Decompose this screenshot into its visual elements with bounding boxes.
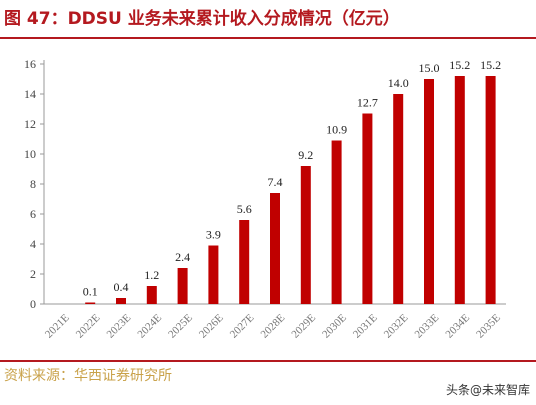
title-divider: [0, 37, 536, 39]
bar-2026E: [208, 245, 219, 304]
figure-title: 图 47：DDSU 业务未来累计收入分成情况（亿元）: [4, 9, 400, 29]
x-tick-label: 2022E: [74, 312, 103, 341]
x-tick-label: 2026E: [197, 312, 226, 341]
y-tick-label: 0: [30, 297, 36, 311]
y-tick-label: 8: [30, 177, 36, 191]
bar-2029E: [300, 166, 311, 304]
data-label-2030E: 10.9: [326, 123, 347, 137]
x-tick-label: 2035E: [474, 312, 503, 341]
data-label-2032E: 14.0: [388, 76, 409, 90]
x-tick-label: 2024E: [135, 312, 164, 341]
x-tick-label: 2032E: [382, 312, 411, 341]
y-tick-label: 16: [24, 57, 36, 71]
watermark-text: 头条@未来智库: [445, 383, 530, 397]
data-label-2031E: 12.7: [357, 96, 378, 110]
x-tick-label: 2030E: [320, 312, 349, 341]
y-tick-label: 12: [24, 117, 36, 131]
bar-2024E: [146, 286, 157, 304]
bar-2028E: [270, 193, 280, 304]
y-tick-label: 14: [24, 87, 36, 101]
y-tick-label: 4: [30, 237, 36, 251]
bar-2030E: [331, 140, 342, 304]
data-label-2022E: 0.1: [83, 285, 98, 299]
chart-area: 0 2 4 6 8 10 12 14 16 2021E 0.1 2022E 0.4 2023E 1.2 202…: [0, 40, 536, 358]
x-tick-label: 2031E: [351, 312, 380, 341]
x-tick-label: 2034E: [443, 312, 472, 341]
bar-2022E: [85, 302, 96, 304]
x-tick-label: 2021E: [43, 312, 72, 341]
bar-2027E: [239, 220, 250, 304]
bar-2025E: [177, 268, 188, 304]
bar-2023E: [116, 298, 126, 304]
x-tick-label: 2028E: [259, 312, 288, 341]
x-tick-label: 2023E: [105, 312, 134, 341]
bar-2032E: [393, 94, 404, 304]
bar-2035E: [485, 76, 496, 304]
revenue-bar-chart: 0 2 4 6 8 10 12 14 16 2021E 0.1 2022E 0.4 2023E 1.2 202…: [24, 57, 506, 341]
data-label-2029E: 9.2: [298, 148, 313, 162]
x-tick-label: 2033E: [413, 312, 442, 341]
bar-2034E: [454, 76, 465, 304]
data-label-2024E: 1.2: [144, 268, 159, 282]
x-tick-label: 2025E: [166, 312, 195, 341]
x-tick-label: 2027E: [228, 312, 257, 341]
data-label-2027E: 5.6: [237, 202, 252, 216]
footer-divider: [0, 360, 536, 362]
bar-2031E: [362, 113, 373, 304]
y-tick-label: 6: [30, 207, 36, 221]
data-label-2025E: 2.4: [175, 250, 190, 264]
data-label-2023E: 0.4: [114, 280, 129, 294]
source-note: 资料来源：华西证券研究所: [4, 368, 172, 384]
bar-2033E: [424, 79, 434, 304]
data-label-2026E: 3.9: [206, 228, 221, 242]
y-tick-label: 2: [30, 267, 36, 281]
data-label-2035E: 15.2: [480, 58, 501, 72]
x-tick-label: 2029E: [289, 312, 318, 341]
data-label-2033E: 15.0: [419, 61, 440, 75]
data-label-2034E: 15.2: [449, 58, 470, 72]
y-tick-label: 10: [24, 147, 36, 161]
data-label-2028E: 7.4: [268, 175, 283, 189]
